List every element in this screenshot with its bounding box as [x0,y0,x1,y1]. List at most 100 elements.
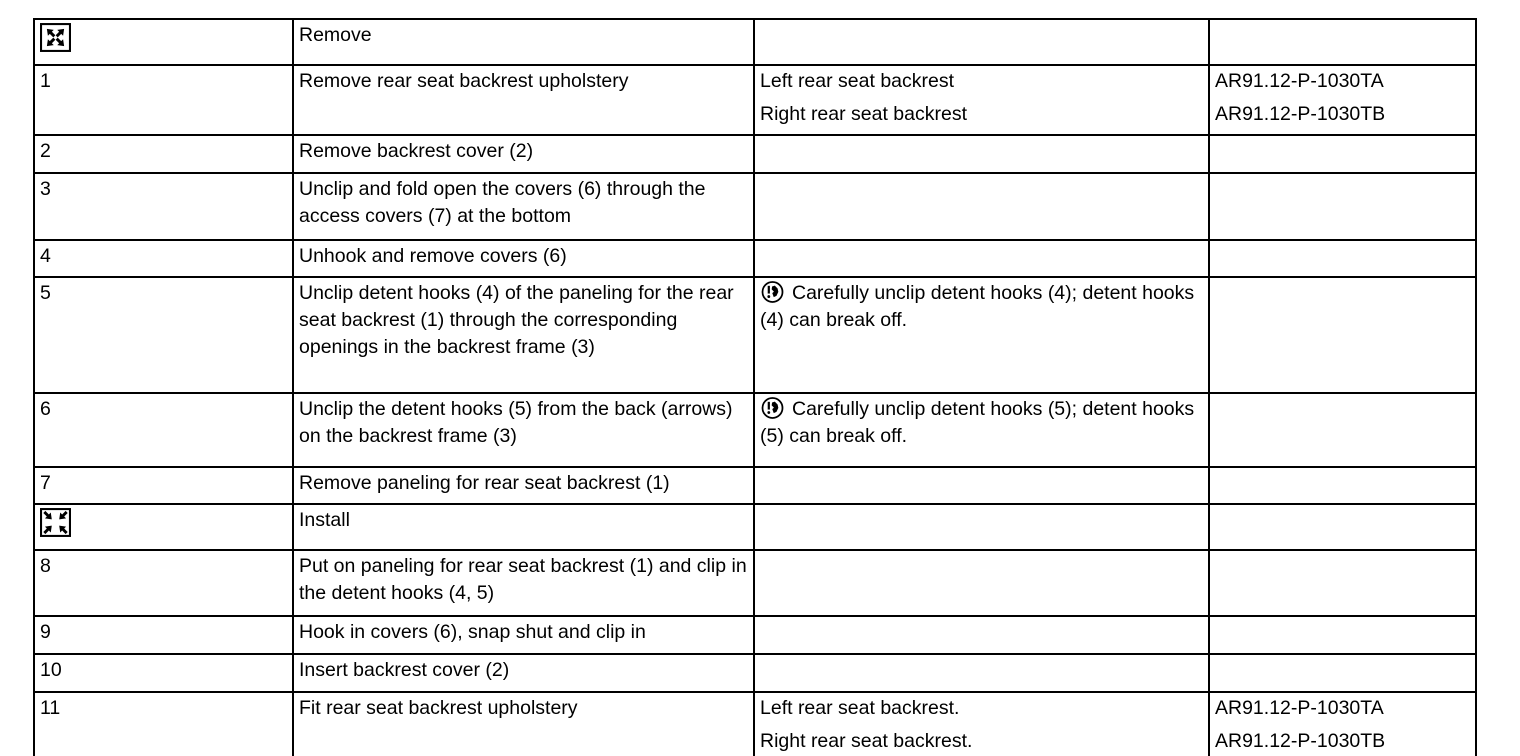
action-cell: Hook in covers (6), snap shut and clip i… [292,615,755,655]
warning-text: Carefully unclip detent hooks (4); deten… [760,282,1195,331]
step-number-cell: 1 [33,64,294,136]
action-text: Unhook and remove covers (6) [299,245,567,267]
section-icon-cell [33,18,294,66]
procedure-step-row: 4 Unhook and remove covers (6) [33,239,1477,278]
action-text: Remove paneling for rear seat backrest (… [299,472,670,494]
document-ref-cell [1208,503,1477,551]
procedure-step-row: 5 Unclip detent hooks (4) of the paneling… [33,276,1477,394]
procedure-step-row: 9 Hook in covers (6), snap shut and clip … [33,615,1477,655]
step-number-cell: 3 [33,172,294,241]
action-text: Unclip the detent hooks (5) from the bac… [299,398,733,447]
document-ref-cell [1208,549,1477,617]
action-cell: Insert backrest cover (2) [292,653,755,693]
document-ref-cell [1208,134,1477,174]
action-cell: Fit rear seat backrest upholstery [292,691,755,756]
procedure-step-row: 8 Put on paneling for rear seat backrest … [33,549,1477,617]
note-cell [753,466,1210,505]
procedure-table-body: Remove 1 Remove rear seat backrest upholst… [33,18,1477,756]
section-row: Install [33,503,1477,551]
step-number-cell: 9 [33,615,294,655]
procedure-table: Remove 1 Remove rear seat backrest upholst… [33,18,1477,756]
document-ref-cell: AR91.12-P-1030TA AR91.12-P-1030TB [1208,691,1477,756]
step-number: 10 [40,659,62,681]
document-ref: AR91.12-P-1030TB [1215,103,1386,125]
step-number: 9 [40,621,51,643]
note-cell [753,172,1210,241]
step-number: 7 [40,472,51,494]
document-ref: AR91.12-P-1030TA [1215,70,1384,92]
step-number: 2 [40,140,51,162]
step-number-cell: 7 [33,466,294,505]
action-cell: Unhook and remove covers (6) [292,239,755,278]
step-number-cell: 2 [33,134,294,174]
note-cell [753,615,1210,655]
document-ref: AR91.12-P-1030TA [1215,697,1384,719]
note-cell [753,134,1210,174]
document-ref-cell [1208,653,1477,693]
action-text: Remove backrest cover (2) [299,140,534,162]
action-text: Hook in covers (6), snap shut and clip i… [299,621,646,643]
action-text: Put on paneling for rear seat backrest (… [299,555,747,604]
procedure-step-row: 7 Remove paneling for rear seat backrest … [33,466,1477,505]
note-line: Left rear seat backrest. [760,697,960,719]
note-cell [753,239,1210,278]
step-number-cell: 8 [33,549,294,617]
section-title: Install [299,509,350,531]
note-cell: Left rear seat backrest. Right rear seat … [753,691,1210,756]
action-cell: Remove rear seat backrest upholstery [292,64,755,136]
note-line: Left rear seat backrest [760,70,955,92]
document-ref: AR91.12-P-1030TB [1215,730,1386,752]
note-cell [753,503,1210,551]
note-line: Right rear seat backrest [760,103,968,125]
step-number: 1 [40,70,51,92]
note-line: Right rear seat backrest. [760,730,973,752]
step-number: 4 [40,245,51,267]
action-text: Unclip detent hooks (4) of the paneling … [299,282,734,358]
note-hand-icon [760,280,785,305]
expand-arrows-icon [40,23,71,52]
procedure-step-row: 1 Remove rear seat backrest upholstery Lef… [33,64,1477,136]
step-number-cell: 5 [33,276,294,394]
document-ref-cell [1208,392,1477,468]
action-cell: Unclip detent hooks (4) of the paneling … [292,276,755,394]
action-cell: Remove paneling for rear seat backrest (… [292,466,755,505]
note-cell: Carefully unclip detent hooks (5); deten… [753,392,1210,468]
action-text: Insert backrest cover (2) [299,659,510,681]
step-number: 8 [40,555,51,577]
collapse-arrows-icon [40,508,71,537]
procedure-step-row: 11 Fit rear seat backrest upholstery Left … [33,691,1477,756]
section-icon-cell [33,503,294,551]
note-cell [753,549,1210,617]
note-cell [753,18,1210,66]
section-title: Remove [299,24,372,46]
note-hand-icon [760,396,785,421]
document-ref-cell [1208,276,1477,394]
step-number-cell: 6 [33,392,294,468]
note-cell [753,653,1210,693]
step-number: 5 [40,282,51,304]
action-cell: Unclip and fold open the covers (6) thro… [292,172,755,241]
procedure-step-row: 2 Remove backrest cover (2) [33,134,1477,174]
step-number-cell: 4 [33,239,294,278]
document-ref-cell [1208,615,1477,655]
step-number: 3 [40,178,51,200]
document-ref-cell: AR91.12-P-1030TA AR91.12-P-1030TB [1208,64,1477,136]
procedure-step-row: 3 Unclip and fold open the covers (6) thr… [33,172,1477,241]
action-text: Remove rear seat backrest upholstery [299,70,629,92]
procedure-step-row: 10 Insert backrest cover (2) [33,653,1477,693]
action-cell: Unclip the detent hooks (5) from the bac… [292,392,755,468]
section-row: Remove [33,18,1477,66]
document-ref-cell [1208,239,1477,278]
step-number-cell: 11 [33,691,294,756]
section-title-cell: Remove [292,18,755,66]
document-ref-cell [1208,172,1477,241]
action-text: Fit rear seat backrest upholstery [299,697,578,719]
section-title-cell: Install [292,503,755,551]
action-text: Unclip and fold open the covers (6) thro… [299,178,706,227]
action-cell: Put on paneling for rear seat backrest (… [292,549,755,617]
step-number: 11 [40,697,61,719]
step-number-cell: 10 [33,653,294,693]
note-cell: Left rear seat backrest Right rear seat b… [753,64,1210,136]
document-ref-cell [1208,466,1477,505]
